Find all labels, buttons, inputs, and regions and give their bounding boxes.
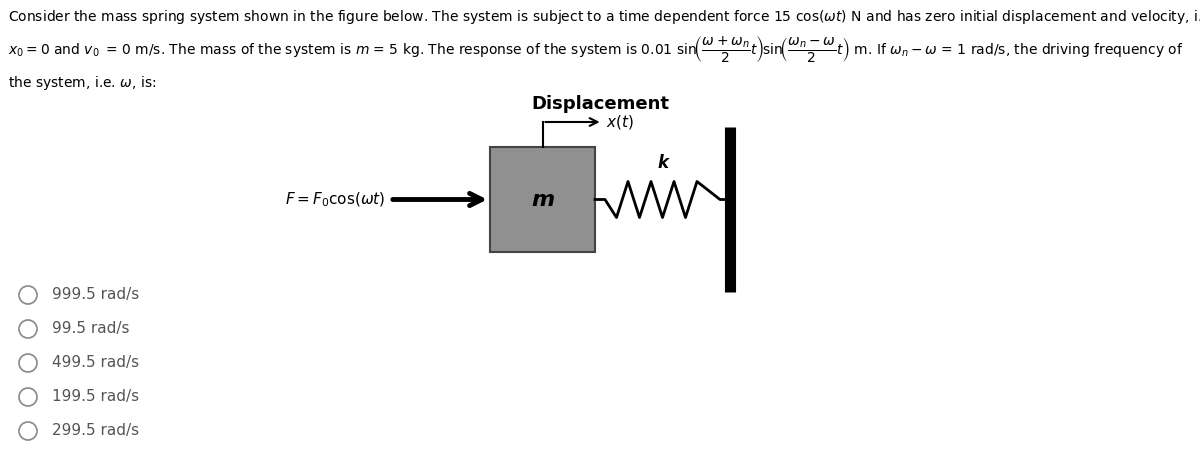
Text: k: k bbox=[658, 153, 668, 172]
Text: 199.5 rad/s: 199.5 rad/s bbox=[52, 389, 139, 404]
Text: 99.5 rad/s: 99.5 rad/s bbox=[52, 322, 130, 336]
Text: 499.5 rad/s: 499.5 rad/s bbox=[52, 356, 139, 371]
Circle shape bbox=[19, 422, 37, 440]
Text: m: m bbox=[530, 189, 554, 210]
Text: the system, i.e. $\omega$, is:: the system, i.e. $\omega$, is: bbox=[8, 74, 156, 92]
Circle shape bbox=[19, 388, 37, 406]
Text: $F = F_0\mathrm{cos}(\omega t)$: $F = F_0\mathrm{cos}(\omega t)$ bbox=[284, 190, 385, 209]
Text: $x(t)$: $x(t)$ bbox=[606, 113, 634, 131]
Text: 299.5 rad/s: 299.5 rad/s bbox=[52, 424, 139, 439]
Text: 999.5 rad/s: 999.5 rad/s bbox=[52, 287, 139, 303]
Text: $x_0 = 0$ and $v_0\,$ = 0 m/s. The mass of the system is $m$ = 5 kg. The respons: $x_0 = 0$ and $v_0\,$ = 0 m/s. The mass … bbox=[8, 34, 1183, 64]
Circle shape bbox=[19, 286, 37, 304]
Bar bbox=[490, 147, 595, 252]
Circle shape bbox=[19, 320, 37, 338]
Circle shape bbox=[19, 354, 37, 372]
Text: Displacement: Displacement bbox=[530, 95, 670, 113]
Text: Consider the mass spring system shown in the figure below. The system is subject: Consider the mass spring system shown in… bbox=[8, 8, 1200, 26]
